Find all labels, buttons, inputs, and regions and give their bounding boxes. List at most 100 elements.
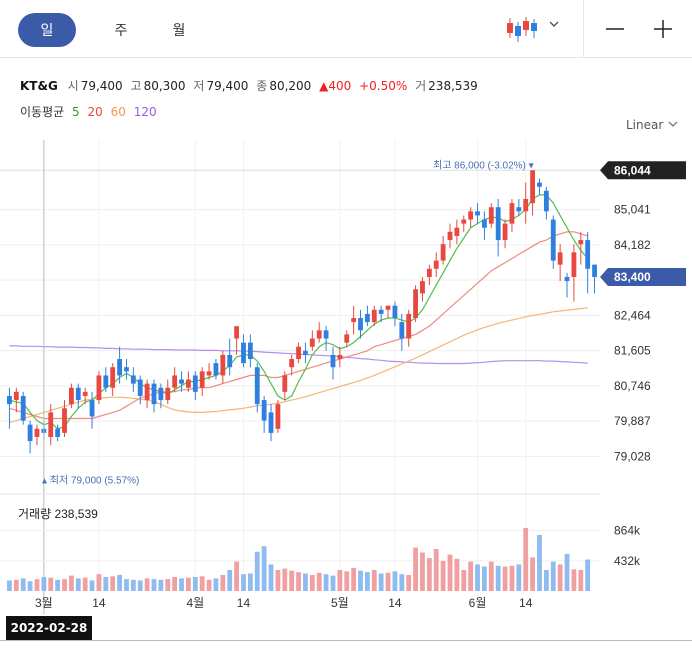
y-tick-label: 80,746 bbox=[614, 379, 651, 393]
volume-bar bbox=[585, 559, 591, 591]
volume-bar bbox=[247, 573, 253, 591]
candle-body bbox=[399, 322, 405, 339]
volume-bar bbox=[323, 574, 329, 591]
candle-body bbox=[130, 375, 136, 384]
change-percent: +0.50% bbox=[359, 79, 408, 93]
x-tick-label: 14 bbox=[519, 596, 533, 610]
candle-body bbox=[282, 375, 288, 392]
tab-daily[interactable]: 일 bbox=[18, 13, 76, 47]
volume-bar bbox=[241, 574, 246, 591]
volume-bar bbox=[557, 564, 563, 591]
tab-weekly[interactable]: 주 bbox=[114, 23, 128, 39]
candle-body bbox=[254, 367, 260, 405]
volume-bar bbox=[461, 570, 467, 591]
y-tick-label: 79,887 bbox=[614, 414, 651, 428]
candle-body bbox=[82, 391, 88, 396]
candle-body bbox=[220, 354, 226, 376]
volume-bar bbox=[124, 579, 129, 591]
volume-bar bbox=[110, 576, 116, 591]
candle-body bbox=[213, 363, 219, 376]
candle-body bbox=[371, 309, 377, 323]
candle-body bbox=[482, 219, 487, 228]
current-price-tag bbox=[600, 267, 686, 286]
volume-bar bbox=[578, 570, 584, 591]
volume-bar bbox=[213, 578, 219, 591]
volume-tick-label: 432k bbox=[614, 554, 641, 568]
volume-bar bbox=[420, 552, 425, 591]
x-tick-label: 14 bbox=[237, 596, 251, 610]
volume-bar bbox=[165, 579, 171, 591]
volume-bar bbox=[282, 568, 288, 591]
high-annotation: 최고 86,000 (-3.02%) ▾ bbox=[433, 159, 534, 171]
chevron-down-icon[interactable] bbox=[548, 18, 568, 38]
candle-body bbox=[309, 338, 315, 347]
x-tick-label: 14 bbox=[388, 596, 402, 610]
candle-body bbox=[426, 268, 432, 277]
candle-body bbox=[151, 383, 157, 405]
candle-body bbox=[227, 354, 233, 368]
volume-bar bbox=[20, 578, 26, 591]
current-price-label: 83,400 bbox=[614, 270, 651, 284]
volume-bar bbox=[502, 566, 508, 591]
volume-bar bbox=[537, 535, 542, 591]
candle-body bbox=[261, 400, 267, 421]
volume-bar bbox=[158, 579, 164, 591]
plus-icon[interactable] bbox=[648, 14, 678, 44]
tab-monthly[interactable]: 월 bbox=[172, 23, 186, 39]
toolbar-divider bbox=[583, 0, 584, 58]
volume-bar bbox=[75, 578, 81, 591]
volume-bar bbox=[564, 553, 570, 591]
volume-bar bbox=[275, 570, 281, 591]
volume-bar bbox=[7, 580, 12, 591]
candle-body bbox=[110, 367, 116, 388]
minus-icon[interactable] bbox=[600, 14, 630, 44]
volume-bar bbox=[144, 578, 150, 591]
volume-bar bbox=[96, 574, 102, 591]
volume-bar bbox=[103, 577, 109, 591]
volume-bar bbox=[316, 572, 322, 591]
volume-bar bbox=[309, 574, 315, 591]
volume-bar bbox=[371, 570, 377, 591]
candle-body bbox=[571, 252, 577, 277]
candle-body bbox=[268, 412, 274, 433]
volume-bar bbox=[385, 572, 391, 591]
volume-bar bbox=[358, 570, 363, 591]
candle-body bbox=[323, 330, 329, 339]
candle-body bbox=[330, 354, 336, 368]
volume-bar bbox=[254, 551, 260, 591]
volume-bar bbox=[27, 581, 33, 591]
open-value: 79,400 bbox=[80, 79, 123, 93]
volume-bar bbox=[55, 579, 61, 591]
candle-body bbox=[275, 404, 281, 429]
volume-bar bbox=[227, 570, 233, 591]
change-value: 400 bbox=[328, 79, 352, 93]
candle-body bbox=[454, 227, 460, 236]
y-tick-label: 81,605 bbox=[614, 344, 651, 358]
candle-body bbox=[502, 223, 508, 241]
volume-bar bbox=[234, 561, 240, 591]
candle-body bbox=[241, 342, 246, 364]
candle-body bbox=[289, 359, 295, 368]
volume-bar bbox=[137, 580, 143, 591]
candle-body bbox=[34, 428, 40, 437]
volume-bar bbox=[406, 574, 412, 591]
candle-body bbox=[7, 395, 12, 405]
volume-bar bbox=[509, 565, 515, 591]
change-arrow-icon: ▲ bbox=[319, 79, 329, 93]
price-chart[interactable]: 85,04184,18283,32382,46481,60580,74679,8… bbox=[0, 140, 692, 614]
moving-average-legend[interactable]: 이동평균 5 20 60 120 bbox=[20, 103, 161, 120]
candle-body bbox=[206, 371, 212, 376]
volume-bar bbox=[440, 560, 446, 591]
candle-body bbox=[585, 240, 591, 269]
candle-body bbox=[144, 383, 150, 401]
volume-bar bbox=[289, 570, 295, 591]
candle-body bbox=[530, 170, 536, 204]
candle-body bbox=[523, 199, 529, 212]
volume-bar bbox=[186, 577, 191, 591]
candlestick-icon[interactable] bbox=[502, 14, 542, 44]
candle-body bbox=[564, 276, 570, 282]
y-tick-label: 85,041 bbox=[614, 203, 651, 217]
scale-mode-dropdown[interactable]: Linear bbox=[626, 118, 679, 132]
candle-body bbox=[516, 207, 522, 212]
candle-body bbox=[27, 424, 33, 442]
